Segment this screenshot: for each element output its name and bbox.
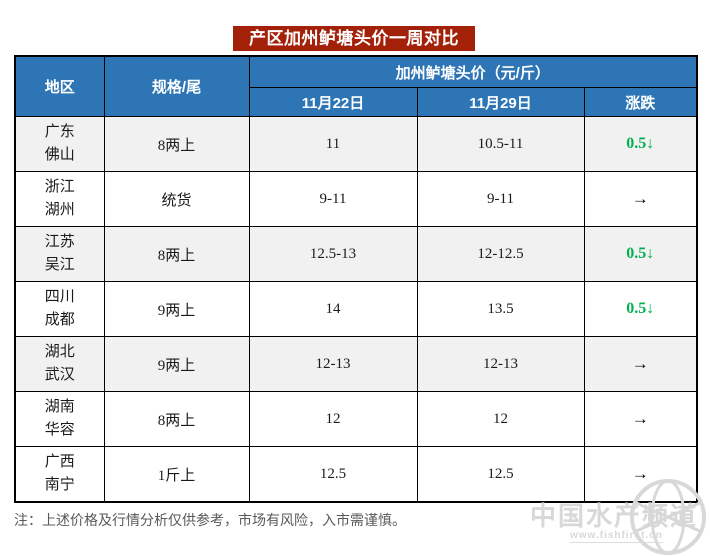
- price-1122-cell: 12.5-13: [248, 226, 418, 282]
- disclaimer-note: 注：上述价格及行情分析仅供参考，市场有风险，入市需谨慎。: [14, 512, 406, 528]
- table-row: 广东 佛山 8两上 11 10.5-11 0.5↓: [14, 116, 698, 172]
- region-cell: 浙江 湖州: [14, 171, 105, 227]
- page-title: 产区加州鲈塘头价一周对比: [233, 26, 475, 51]
- price-1129-cell: 12.5: [416, 446, 585, 503]
- spec-cell: 8两上: [103, 226, 250, 282]
- price-1129-cell: 10.5-11: [416, 116, 585, 172]
- table-row: 湖北 武汉 9两上 12-13 12-13 →: [14, 336, 698, 392]
- col-header-date-1122: 11月22日: [248, 87, 418, 117]
- price-comparison-table: 地区 规格/尾 加州鲈塘头价（元/斤） 11月22日 11月29日 涨跌 广东 …: [14, 55, 698, 503]
- change-cell: →: [583, 391, 698, 447]
- price-1129-cell: 12-12.5: [416, 226, 585, 282]
- spec-cell: 8两上: [103, 391, 250, 447]
- price-1129-cell: 13.5: [416, 281, 585, 337]
- price-1122-cell: 12-13: [248, 336, 418, 392]
- region-cell: 四川 成都: [14, 281, 105, 337]
- col-header-spec: 规格/尾: [103, 55, 250, 117]
- col-header-price-group: 加州鲈塘头价（元/斤）: [248, 55, 698, 88]
- region-cell: 广西 南宁: [14, 446, 105, 503]
- price-1122-cell: 9-11: [248, 171, 418, 227]
- price-1122-cell: 11: [248, 116, 418, 172]
- price-1122-cell: 12: [248, 391, 418, 447]
- header-row-sub: 11月22日 11月29日 涨跌: [15, 87, 698, 117]
- change-cell: 0.5↓: [583, 281, 698, 337]
- price-1129-cell: 9-11: [416, 171, 585, 227]
- col-header-change: 涨跌: [583, 87, 698, 117]
- globe-icon: [630, 479, 706, 555]
- spec-cell: 统货: [103, 171, 250, 227]
- table-row: 广西 南宁 1斤上 12.5 12.5 →: [14, 446, 698, 503]
- change-cell: →: [583, 171, 698, 227]
- header-row-top: 地区 规格/尾 加州鲈塘头价（元/斤）: [14, 55, 698, 117]
- change-cell: →: [583, 336, 698, 392]
- watermark-url: www.fishfirst.cn: [570, 530, 663, 543]
- spec-cell: 9两上: [103, 336, 250, 392]
- price-1122-cell: 14: [248, 281, 418, 337]
- col-header-date-1129: 11月29日: [416, 87, 585, 117]
- region-cell: 湖北 武汉: [14, 336, 105, 392]
- price-1129-cell: 12: [416, 391, 585, 447]
- spec-cell: 8两上: [103, 116, 250, 172]
- watermark-name: 中国水产频道: [530, 501, 699, 531]
- table-row: 湖南 华容 8两上 12 12 →: [14, 391, 698, 447]
- spec-cell: 1斤上: [103, 446, 250, 503]
- table-row: 浙江 湖州 统货 9-11 9-11 →: [14, 171, 698, 227]
- col-header-region: 地区: [14, 55, 105, 117]
- watermark: 中国水产频道 www.fishfirst.cn: [522, 478, 710, 556]
- price-1129-cell: 12-13: [416, 336, 585, 392]
- spec-cell: 9两上: [103, 281, 250, 337]
- region-cell: 江苏 吴江: [14, 226, 105, 282]
- table-row: 四川 成都 9两上 14 13.5 0.5↓: [14, 281, 698, 337]
- price-1122-cell: 12.5: [248, 446, 418, 503]
- region-cell: 广东 佛山: [14, 116, 105, 172]
- change-cell: 0.5↓: [583, 226, 698, 282]
- region-cell: 湖南 华容: [14, 391, 105, 447]
- change-cell: 0.5↓: [583, 116, 698, 172]
- table-row: 江苏 吴江 8两上 12.5-13 12-12.5 0.5↓: [14, 226, 698, 282]
